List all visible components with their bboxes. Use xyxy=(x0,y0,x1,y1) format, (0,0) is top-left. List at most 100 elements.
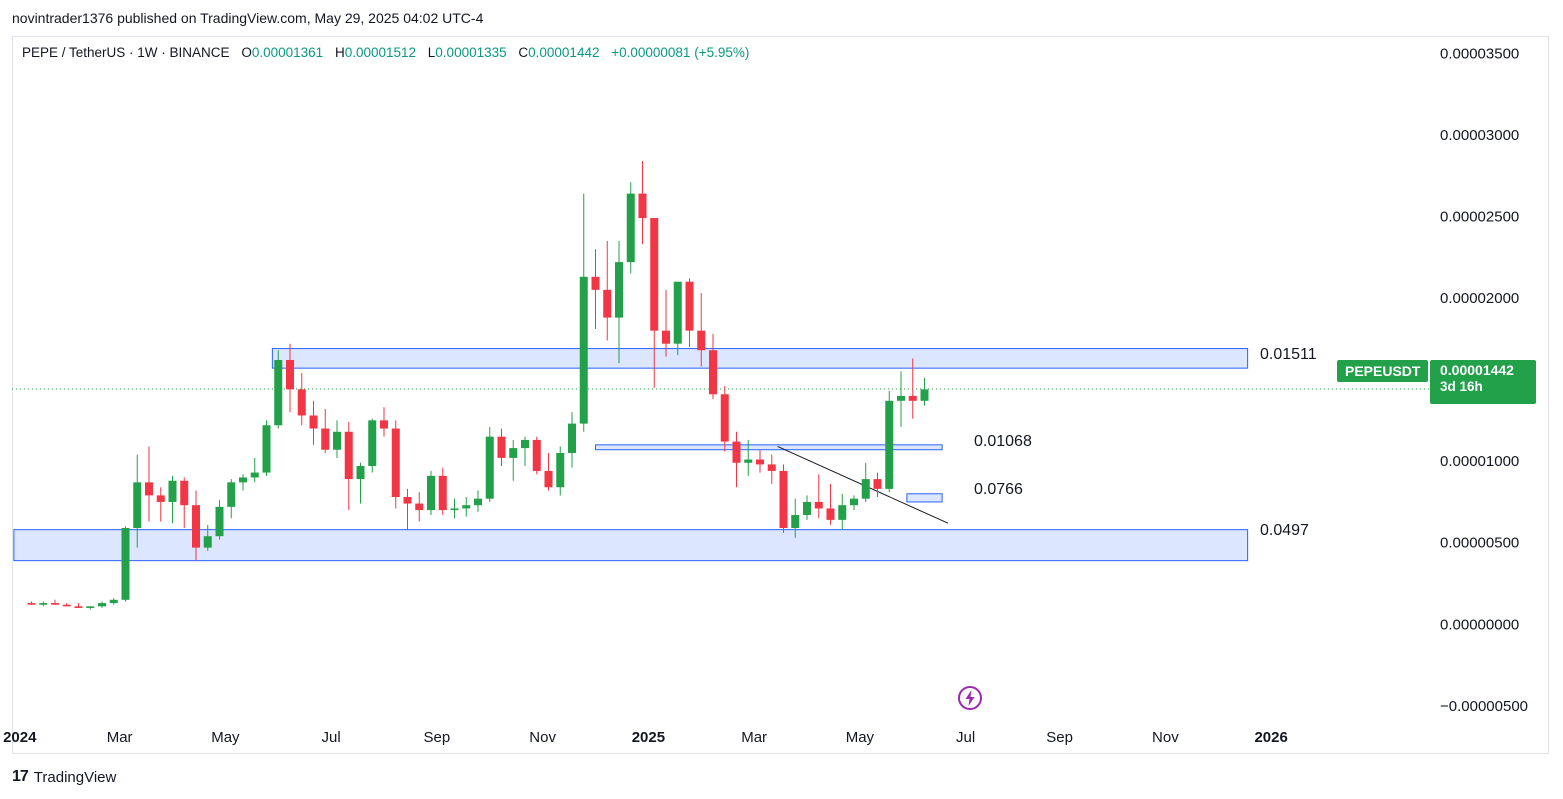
candle[interactable] xyxy=(121,528,130,600)
x-tick-label: 2026 xyxy=(1254,729,1287,746)
candle[interactable] xyxy=(98,603,106,607)
candle[interactable] xyxy=(579,276,588,424)
candle[interactable] xyxy=(544,470,553,488)
candle[interactable] xyxy=(908,395,917,401)
candle[interactable] xyxy=(391,428,400,498)
candle[interactable] xyxy=(756,459,764,465)
candle[interactable] xyxy=(51,603,59,605)
candle[interactable] xyxy=(673,281,682,344)
candle[interactable] xyxy=(309,415,318,429)
candle[interactable] xyxy=(333,431,341,450)
small-zone[interactable] xyxy=(906,493,943,503)
x-tick-label: Jul xyxy=(956,729,975,746)
x-tick-label: Sep xyxy=(1046,729,1073,746)
open-value: 0.00001361 xyxy=(251,45,324,60)
candle[interactable] xyxy=(438,475,447,511)
candle[interactable] xyxy=(744,459,753,463)
candle[interactable] xyxy=(826,508,835,520)
candle[interactable] xyxy=(474,498,482,506)
resistance-zone[interactable] xyxy=(271,348,1249,369)
candle[interactable] xyxy=(638,193,647,219)
high-value: 0.00001512 xyxy=(344,45,417,60)
candle[interactable] xyxy=(897,395,905,401)
candle[interactable] xyxy=(709,350,717,395)
candle[interactable] xyxy=(180,480,189,506)
candle[interactable] xyxy=(591,276,600,290)
candle[interactable] xyxy=(920,389,929,401)
candle[interactable] xyxy=(485,436,494,499)
candle[interactable] xyxy=(262,425,271,473)
candle[interactable] xyxy=(650,218,659,331)
mid-zone[interactable] xyxy=(595,444,943,451)
candle[interactable] xyxy=(215,506,224,537)
candle[interactable] xyxy=(156,495,165,502)
symbol-label[interactable]: PEPE / TetherUS · 1W · BINANCE xyxy=(22,45,230,60)
candle[interactable] xyxy=(321,428,330,450)
candle[interactable] xyxy=(86,606,95,608)
candle[interactable] xyxy=(697,330,706,351)
bar-countdown: 3d 16h xyxy=(1440,379,1483,394)
candle[interactable] xyxy=(297,389,306,416)
candle[interactable] xyxy=(415,503,424,511)
candle[interactable] xyxy=(227,482,236,507)
flash-icon[interactable] xyxy=(958,686,982,710)
candle[interactable] xyxy=(192,505,200,548)
candle[interactable] xyxy=(462,505,471,509)
y-tick-label: 0.00003000 xyxy=(1440,127,1519,144)
candle[interactable] xyxy=(344,431,353,480)
candle[interactable] xyxy=(427,475,435,511)
candle[interactable] xyxy=(239,477,247,483)
candle[interactable] xyxy=(450,508,459,511)
candle[interactable] xyxy=(168,480,177,502)
candle[interactable] xyxy=(145,482,153,496)
low-label: L xyxy=(427,45,436,60)
candle[interactable] xyxy=(368,420,377,467)
candle[interactable] xyxy=(838,505,847,520)
candle[interactable] xyxy=(873,479,882,489)
candle[interactable] xyxy=(861,479,870,499)
candle[interactable] xyxy=(133,482,142,529)
candle[interactable] xyxy=(39,603,48,605)
tradingview-logo-icon: 17 xyxy=(12,768,29,785)
candle[interactable] xyxy=(509,448,518,458)
candle[interactable] xyxy=(685,281,694,331)
candle[interactable] xyxy=(286,360,294,390)
y-tick-label: 0.00002000 xyxy=(1440,290,1519,307)
candle[interactable] xyxy=(203,536,212,548)
candle[interactable] xyxy=(615,262,623,318)
candle[interactable] xyxy=(767,464,776,471)
candle[interactable] xyxy=(803,501,811,515)
candle[interactable] xyxy=(274,360,283,426)
candle[interactable] xyxy=(27,603,36,605)
candle[interactable] xyxy=(603,289,612,318)
candle[interactable] xyxy=(662,330,670,344)
candle[interactable] xyxy=(380,420,388,429)
candle[interactable] xyxy=(532,439,541,471)
candle[interactable] xyxy=(626,193,635,263)
candle[interactable] xyxy=(521,439,529,449)
candle[interactable] xyxy=(720,394,729,442)
candle[interactable] xyxy=(62,604,71,607)
candle[interactable] xyxy=(250,472,259,478)
candle[interactable] xyxy=(885,400,894,489)
candle[interactable] xyxy=(556,452,565,488)
candle[interactable] xyxy=(779,470,788,529)
candle[interactable] xyxy=(791,514,800,529)
x-tick-label: 2025 xyxy=(632,729,665,746)
candle[interactable] xyxy=(109,599,118,604)
candle[interactable] xyxy=(850,498,858,506)
candle[interactable] xyxy=(814,501,823,509)
candle[interactable] xyxy=(403,497,412,504)
candle[interactable] xyxy=(497,436,506,458)
last-price-tag: 0.00001442 3d 16h xyxy=(1430,360,1536,404)
y-tick-label: 0.00000500 xyxy=(1440,535,1519,552)
candle[interactable] xyxy=(732,441,741,463)
x-tick-label: Mar xyxy=(107,729,133,746)
candle[interactable] xyxy=(568,423,576,453)
brand-name: TradingView xyxy=(33,768,117,786)
ticker-badge: PEPEUSDT xyxy=(1337,360,1429,382)
candle[interactable] xyxy=(74,606,83,608)
tradingview-logo[interactable]: 17 TradingView xyxy=(12,768,116,786)
candle[interactable] xyxy=(356,466,365,480)
